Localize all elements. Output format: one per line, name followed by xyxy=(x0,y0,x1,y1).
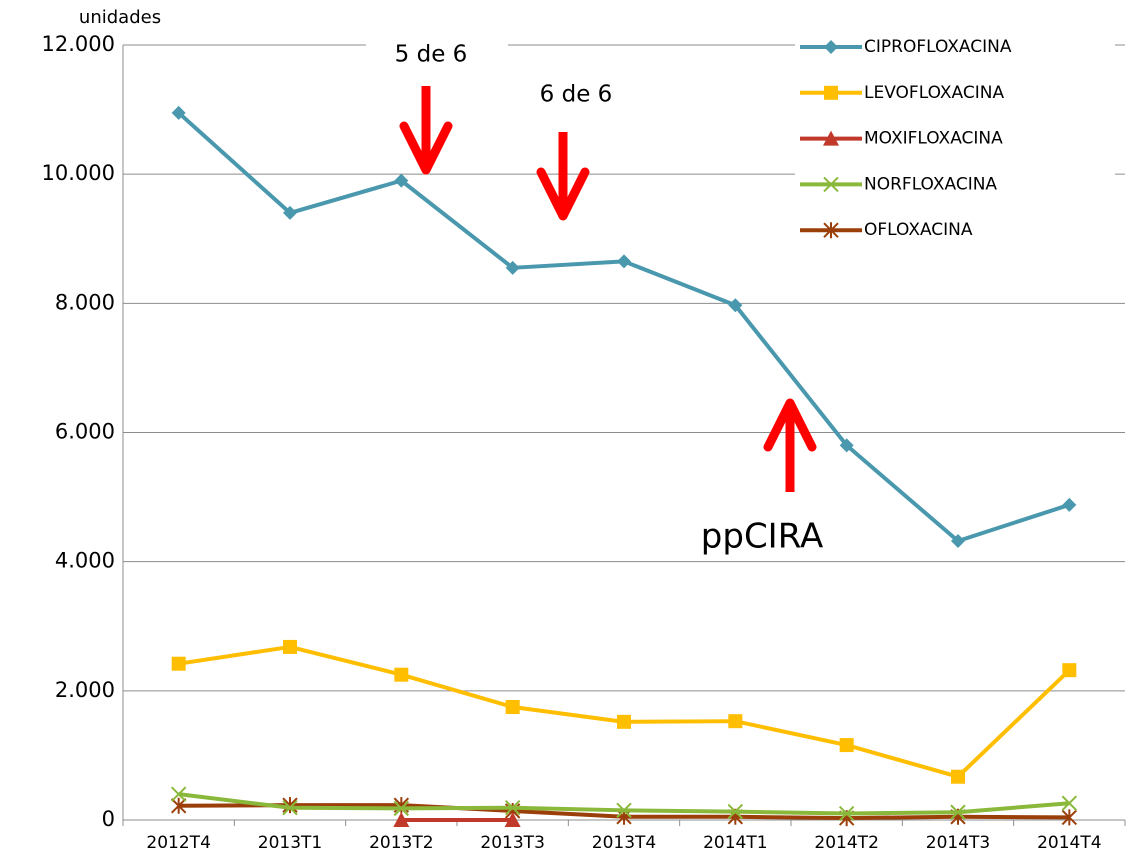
series-line xyxy=(178,644,1071,779)
annotation: 6 de 6 xyxy=(540,82,613,108)
marker xyxy=(950,804,966,820)
y-tick-label: 10.000 xyxy=(42,161,115,185)
marker xyxy=(728,298,743,313)
marker xyxy=(617,254,631,269)
marker xyxy=(170,797,187,814)
x-tick-label: 2012T4 xyxy=(146,833,210,853)
x-tick-label: 2013T4 xyxy=(592,833,656,853)
y-axis-label: unidades xyxy=(79,7,161,28)
marker xyxy=(282,800,298,816)
marker xyxy=(282,797,298,814)
marker xyxy=(393,800,410,817)
legend-label: NORFLOXACINA xyxy=(864,174,997,194)
marker xyxy=(951,534,965,548)
arrow-head xyxy=(536,167,590,221)
annotation: 5 de 6 xyxy=(395,42,468,68)
marker xyxy=(839,438,854,453)
marker xyxy=(393,812,410,827)
marker xyxy=(728,714,743,729)
x-tick-label: 2013T3 xyxy=(480,833,544,853)
x-tick-label: 2014T2 xyxy=(814,833,878,853)
x-tick-label: 2014T1 xyxy=(703,833,767,853)
marker xyxy=(839,738,854,753)
marker xyxy=(505,699,520,714)
marker xyxy=(823,130,839,146)
arrow-head xyxy=(763,398,817,452)
marker xyxy=(171,105,186,120)
marker xyxy=(504,800,521,816)
legend-label: CIPROFLOXACINA xyxy=(864,37,1012,57)
annotation-background xyxy=(366,30,508,80)
x-tick-label: 2013T2 xyxy=(369,833,433,853)
marker xyxy=(283,639,297,654)
legend: CIPROFLOXACINA LEVOFLOXACINA MOXIFLOXACINA… xyxy=(795,28,1115,250)
y-tick-label: 4.000 xyxy=(55,549,115,573)
y-tick-label: 2.000 xyxy=(55,678,115,702)
y-tick-label: 0 xyxy=(102,807,115,831)
marker xyxy=(951,769,965,784)
x-tick-label: 2014T3 xyxy=(926,833,990,853)
marker xyxy=(616,802,632,819)
marker xyxy=(617,714,631,729)
marker xyxy=(170,786,187,802)
marker xyxy=(823,222,839,239)
marker xyxy=(1061,795,1078,811)
marker xyxy=(1062,663,1077,678)
marker xyxy=(504,812,521,827)
legend-label: LEVOFLOXACINA xyxy=(864,83,1004,103)
legend-label: MOXIFLOXACINA xyxy=(864,129,1003,149)
marker xyxy=(505,260,520,275)
marker xyxy=(1061,809,1078,826)
x-tick-label: 2014T4 xyxy=(1037,833,1101,853)
marker xyxy=(824,40,838,54)
marker xyxy=(823,176,839,193)
marker xyxy=(394,667,409,682)
y-tick-label: 8.000 xyxy=(55,290,115,314)
marker xyxy=(283,205,297,220)
arrow-head xyxy=(399,121,453,175)
legend-label: OFLOXACINA xyxy=(864,220,973,240)
marker xyxy=(838,805,855,822)
marker xyxy=(1062,497,1077,512)
y-tick-label: 12.000 xyxy=(42,32,115,56)
marker xyxy=(171,656,186,671)
marker xyxy=(394,173,409,188)
marker xyxy=(727,803,744,820)
y-tick-label: 6.000 xyxy=(55,420,115,444)
marker xyxy=(824,85,838,100)
x-tick-label: 2013T1 xyxy=(258,833,322,853)
annotation: ppCIRA xyxy=(701,517,823,557)
